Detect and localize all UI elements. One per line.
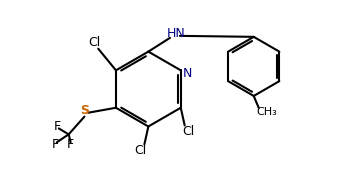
Text: F: F (53, 120, 60, 133)
Text: F: F (51, 138, 58, 151)
Text: Cl: Cl (88, 36, 100, 49)
Text: N: N (183, 67, 192, 80)
Text: Cl: Cl (134, 144, 146, 157)
Text: CH₃: CH₃ (256, 107, 277, 117)
Text: S: S (80, 104, 89, 117)
Text: F: F (67, 138, 74, 151)
Text: Cl: Cl (182, 125, 195, 138)
Text: HN: HN (167, 27, 185, 40)
